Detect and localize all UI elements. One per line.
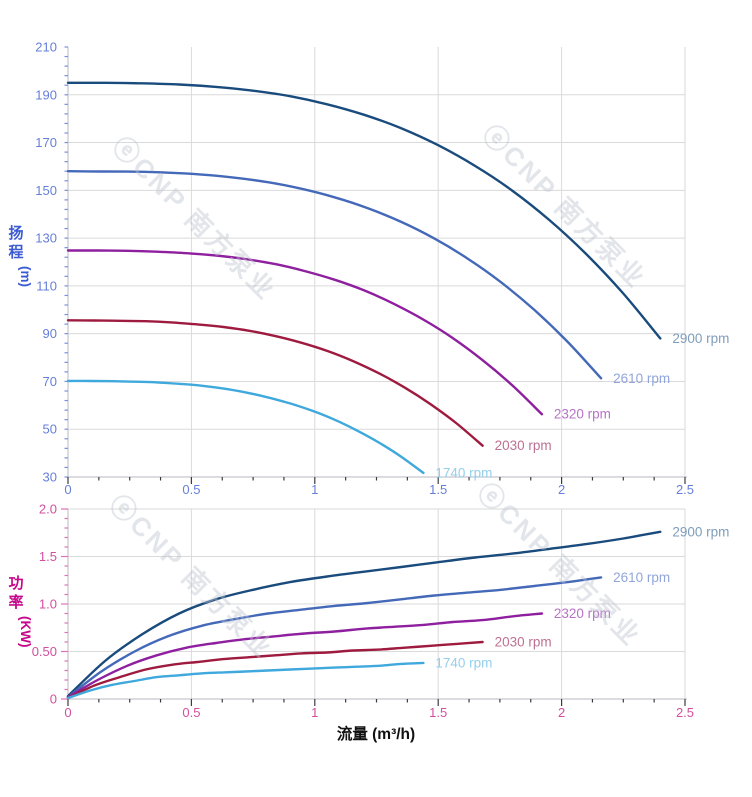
- svg-text:130: 130: [35, 231, 57, 246]
- y-ticks: [61, 508, 68, 700]
- curve-label-2610-rpm: 2610 rpm: [613, 371, 670, 386]
- curve-label-2320-rpm: 2320 rpm: [554, 606, 611, 621]
- svg-text:150: 150: [35, 183, 57, 198]
- svg-text:程: 程: [8, 244, 23, 261]
- svg-text:(m): (m): [18, 266, 33, 287]
- curve-2610-rpm: [66, 170, 603, 380]
- y-tick-labels: 0 0.50 1.0 1.5 2.0: [32, 502, 57, 707]
- svg-text:2: 2: [558, 482, 565, 497]
- curve-label-1740-rpm: 1740 rpm: [435, 655, 492, 670]
- svg-text:90: 90: [43, 326, 57, 341]
- svg-text:0.50: 0.50: [32, 644, 57, 659]
- svg-text:50: 50: [43, 422, 57, 437]
- svg-text:(KW): (KW): [18, 616, 33, 647]
- grid: [68, 47, 686, 477]
- y-axis-title: 扬程 (m): [8, 224, 33, 287]
- svg-text:210: 210: [35, 40, 57, 55]
- curve-2320-rpm: [66, 612, 544, 699]
- curve-label-2030-rpm: 2030 rpm: [495, 438, 552, 453]
- x-tick-labels: 0 0.5 1 1.5 2 2.5: [64, 705, 694, 720]
- svg-text:功: 功: [8, 575, 23, 592]
- svg-text:170: 170: [35, 135, 57, 150]
- svg-text:2.5: 2.5: [676, 482, 694, 497]
- x-tick-labels: 0 0.5 1 1.5 2 2.5: [64, 482, 694, 497]
- svg-text:0: 0: [64, 705, 71, 720]
- svg-text:0: 0: [64, 482, 71, 497]
- svg-text:1.5: 1.5: [39, 549, 57, 564]
- svg-text:1.0: 1.0: [39, 597, 57, 612]
- svg-text:0: 0: [50, 692, 57, 707]
- curve-label-2900-rpm: 2900 rpm: [672, 331, 729, 346]
- y-ticks: [64, 46, 68, 478]
- curve-2030-rpm: [66, 640, 484, 700]
- svg-text:1: 1: [311, 705, 318, 720]
- svg-text:0.5: 0.5: [182, 705, 200, 720]
- svg-text:0.5: 0.5: [182, 482, 200, 497]
- curve-label-2030-rpm: 2030 rpm: [495, 635, 552, 650]
- svg-text:110: 110: [36, 278, 57, 293]
- svg-text:1.5: 1.5: [429, 482, 447, 497]
- y-tick-labels: 30 50 70 90 110 130 150 170 190 210: [35, 40, 57, 485]
- chart-power: 0 0.50 1.0 1.5 2.0 0 0.5 1 1.5 2 2.5 功率 (KW) 2900 rpm…: [8, 502, 729, 744]
- svg-text:1.5: 1.5: [429, 705, 447, 720]
- svg-text:ⓔCNP 南方泵业: ⓔCNP 南方泵业: [476, 119, 652, 295]
- svg-text:1: 1: [311, 482, 318, 497]
- chart-head: 30 50 70 90 110 130 150 170 190 210 0 0.5 1 1.5 2 2.5 扬程…: [8, 40, 729, 498]
- axes: [67, 47, 687, 478]
- curve-2610-rpm: [66, 576, 603, 699]
- svg-text:2: 2: [558, 705, 565, 720]
- curve-1740-rpm: [66, 661, 425, 700]
- x-axis-title: 流量 (m³/h): [337, 724, 415, 743]
- svg-text:30: 30: [43, 470, 57, 485]
- x-ticks: [67, 699, 686, 706]
- curve-label-2900-rpm: 2900 rpm: [672, 524, 729, 539]
- y-axis-title: 功率 (KW): [8, 575, 33, 647]
- grid: [68, 508, 686, 699]
- curve-2900-rpm: [66, 530, 662, 698]
- x-ticks: [67, 477, 686, 484]
- svg-text:2.0: 2.0: [39, 502, 57, 517]
- curve-2320-rpm: [66, 249, 544, 416]
- svg-text:率: 率: [8, 593, 23, 611]
- curve-2030-rpm: [66, 319, 484, 447]
- curve-1740-rpm: [66, 379, 425, 475]
- svg-text:ⓔCNP 南方泵业: ⓔCNP 南方泵业: [471, 477, 647, 653]
- curve-label-2610-rpm: 2610 rpm: [613, 570, 670, 585]
- svg-text:190: 190: [35, 87, 57, 102]
- curve-label-1740-rpm: 1740 rpm: [435, 465, 492, 480]
- curve-2900-rpm: [66, 81, 662, 340]
- curve-label-2320-rpm: 2320 rpm: [554, 407, 611, 422]
- svg-text:ⓔCNP 南方泵业: ⓔCNP 南方泵业: [106, 131, 282, 307]
- svg-text:70: 70: [43, 374, 57, 389]
- svg-text:扬: 扬: [8, 224, 23, 242]
- svg-text:2.5: 2.5: [676, 705, 694, 720]
